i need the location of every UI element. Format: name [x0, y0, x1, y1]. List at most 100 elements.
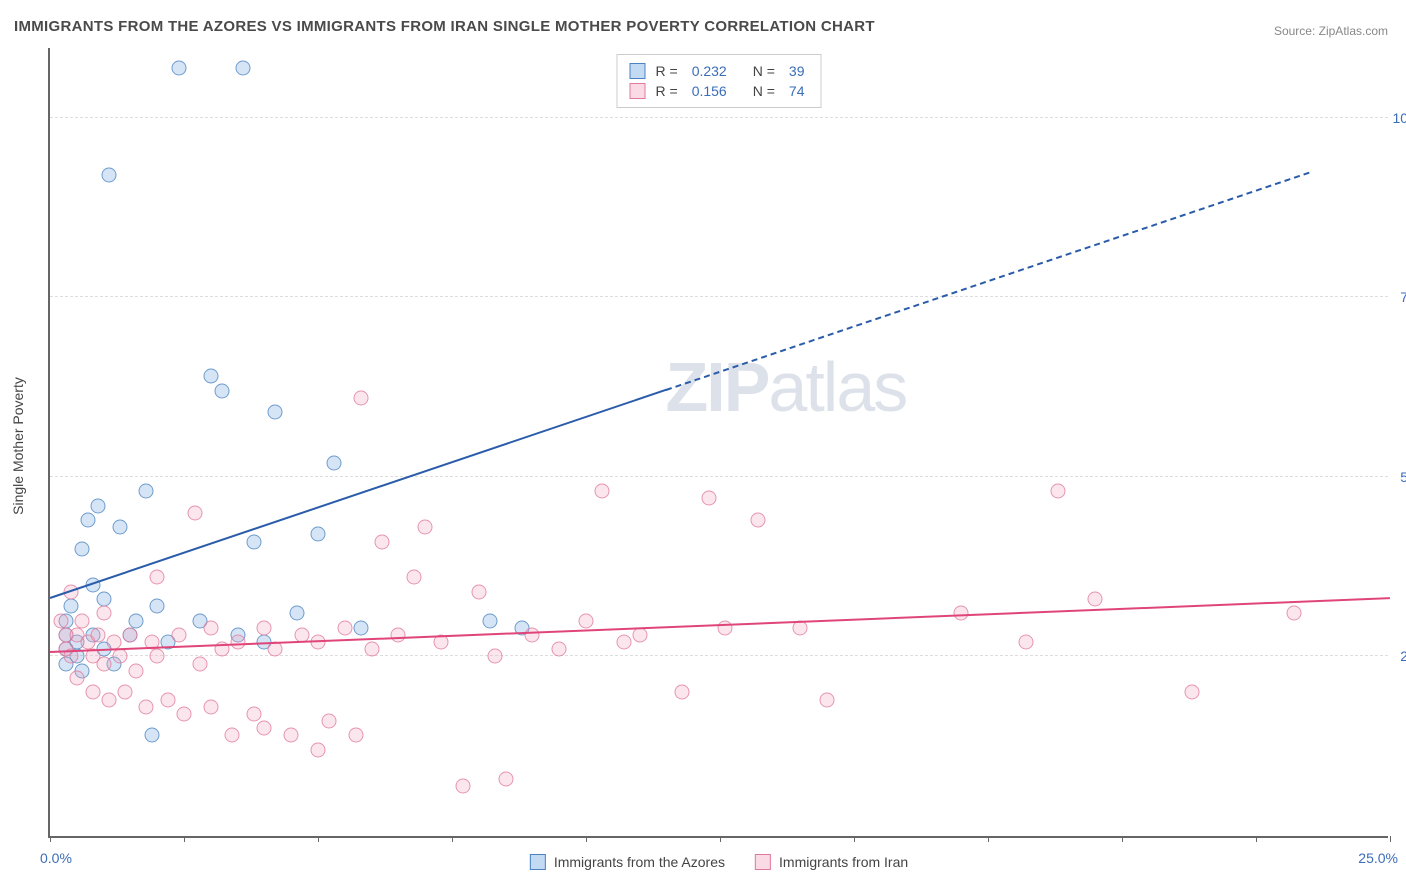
scatter-point — [123, 627, 138, 642]
scatter-point — [75, 541, 90, 556]
scatter-point — [311, 742, 326, 757]
scatter-point — [311, 527, 326, 542]
y-tick-label: 100.0% — [1393, 110, 1406, 126]
scatter-point — [177, 706, 192, 721]
scatter-point — [482, 613, 497, 628]
x-tick-mark — [50, 836, 51, 842]
series-legend: Immigrants from the AzoresImmigrants fro… — [530, 854, 908, 870]
x-tick-mark — [854, 836, 855, 842]
scatter-point — [337, 620, 352, 635]
watermark: ZIPatlas — [666, 347, 907, 427]
x-tick-mark — [720, 836, 721, 842]
scatter-point — [150, 570, 165, 585]
scatter-point — [552, 642, 567, 657]
scatter-point — [407, 570, 422, 585]
legend-r-value: 0.156 — [692, 83, 727, 99]
scatter-point — [139, 699, 154, 714]
legend-n-label: N = — [753, 63, 775, 79]
scatter-point — [284, 728, 299, 743]
chart-title: IMMIGRANTS FROM THE AZORES VS IMMIGRANTS… — [14, 18, 875, 35]
source-label: Source: — [1274, 24, 1319, 38]
scatter-point — [455, 778, 470, 793]
scatter-point — [257, 620, 272, 635]
legend-series-item: Immigrants from Iran — [755, 854, 908, 870]
scatter-point — [246, 706, 261, 721]
scatter-point — [471, 584, 486, 599]
scatter-point — [193, 656, 208, 671]
scatter-point — [1018, 635, 1033, 650]
x-tick-mark — [184, 836, 185, 842]
scatter-point — [1286, 606, 1301, 621]
scatter-point — [80, 513, 95, 528]
scatter-point — [1184, 685, 1199, 700]
scatter-point — [702, 491, 717, 506]
scatter-point — [118, 685, 133, 700]
y-axis-label: Single Mother Poverty — [10, 377, 26, 515]
scatter-point — [525, 627, 540, 642]
scatter-point — [53, 613, 68, 628]
legend-n-value: 74 — [789, 83, 805, 99]
legend-series-label: Immigrants from Iran — [779, 854, 908, 870]
scatter-point — [91, 498, 106, 513]
scatter-point — [364, 642, 379, 657]
scatter-point — [69, 671, 84, 686]
x-tick-mark — [1256, 836, 1257, 842]
scatter-point — [375, 534, 390, 549]
scatter-point — [327, 455, 342, 470]
gridline — [50, 476, 1388, 477]
scatter-point — [214, 383, 229, 398]
scatter-point — [1088, 592, 1103, 607]
x-tick-mark — [988, 836, 989, 842]
legend-n-label: N = — [753, 83, 775, 99]
scatter-point — [187, 505, 202, 520]
legend-swatch — [755, 854, 771, 870]
scatter-point — [203, 699, 218, 714]
scatter-point — [160, 692, 175, 707]
x-tick-mark — [586, 836, 587, 842]
scatter-point — [112, 649, 127, 664]
chart-area: ZIPatlas R =0.232N =39R =0.156N =74 0.0%… — [48, 48, 1388, 838]
scatter-point — [353, 620, 368, 635]
scatter-point — [820, 692, 835, 707]
plot-region: ZIPatlas R =0.232N =39R =0.156N =74 0.0%… — [48, 48, 1388, 838]
correlation-legend: R =0.232N =39R =0.156N =74 — [617, 54, 822, 108]
scatter-point — [203, 620, 218, 635]
gridline — [50, 296, 1388, 297]
scatter-point — [579, 613, 594, 628]
x-tick-label-min: 0.0% — [40, 850, 72, 866]
y-tick-label: 50.0% — [1400, 469, 1406, 485]
legend-r-value: 0.232 — [692, 63, 727, 79]
scatter-point — [391, 627, 406, 642]
scatter-point — [675, 685, 690, 700]
scatter-point — [750, 513, 765, 528]
legend-r-label: R = — [656, 63, 678, 79]
source-link[interactable]: ZipAtlas.com — [1319, 24, 1388, 38]
trend-line — [50, 597, 1390, 653]
scatter-point — [96, 606, 111, 621]
scatter-point — [1050, 484, 1065, 499]
scatter-point — [139, 484, 154, 499]
scatter-point — [128, 613, 143, 628]
scatter-point — [64, 599, 79, 614]
legend-swatch — [630, 63, 646, 79]
scatter-point — [616, 635, 631, 650]
scatter-point — [203, 369, 218, 384]
scatter-point — [171, 60, 186, 75]
x-tick-mark — [318, 836, 319, 842]
scatter-point — [150, 649, 165, 664]
gridline — [50, 117, 1388, 118]
legend-swatch — [530, 854, 546, 870]
x-tick-mark — [1390, 836, 1391, 842]
scatter-point — [321, 714, 336, 729]
legend-stat-row: R =0.156N =74 — [630, 81, 809, 101]
source-attribution: Source: ZipAtlas.com — [1274, 24, 1388, 38]
scatter-point — [101, 692, 116, 707]
scatter-point — [487, 649, 502, 664]
scatter-point — [632, 627, 647, 642]
x-tick-label-max: 25.0% — [1358, 850, 1398, 866]
scatter-point — [498, 771, 513, 786]
scatter-point — [246, 534, 261, 549]
scatter-point — [235, 60, 250, 75]
scatter-point — [144, 728, 159, 743]
scatter-point — [418, 520, 433, 535]
